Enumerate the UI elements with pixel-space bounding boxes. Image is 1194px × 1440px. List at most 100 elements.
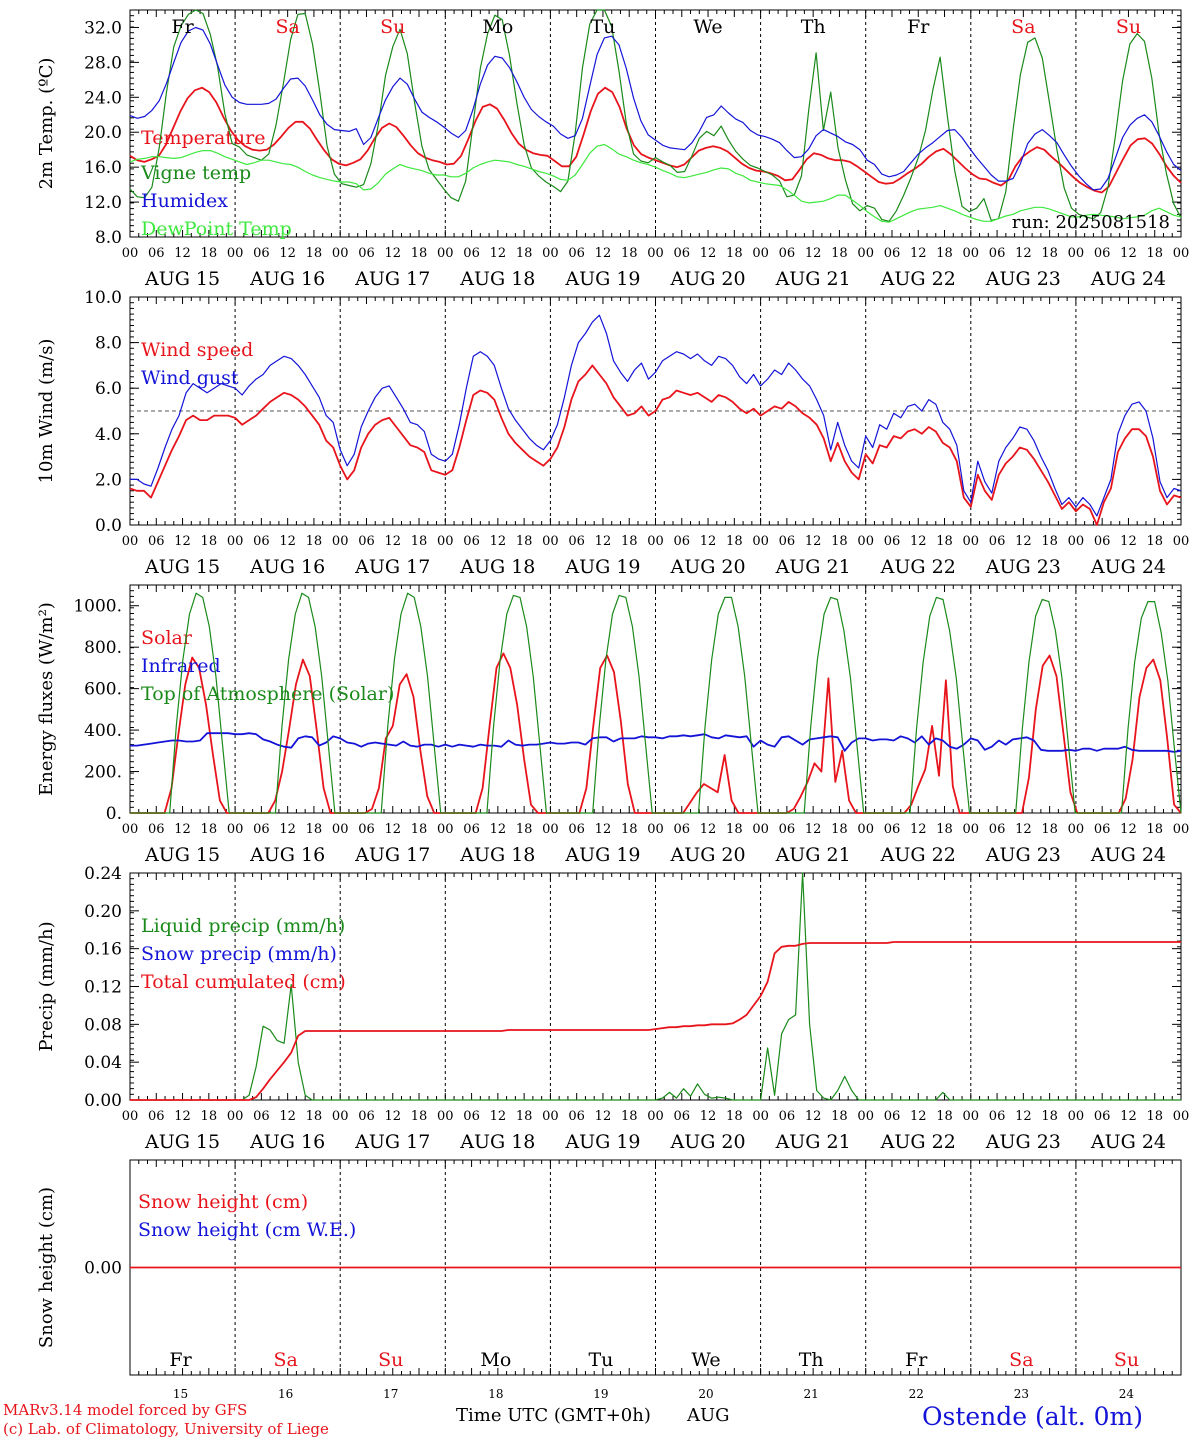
- hour-label: 12: [805, 822, 822, 837]
- hour-label: 18: [201, 246, 218, 261]
- date-label: AUG 19: [564, 556, 640, 578]
- hour-label: 12: [174, 822, 191, 837]
- date-label: AUG 16: [249, 268, 325, 290]
- legend-total-cumulated-cm-: Total cumulated (cm): [141, 971, 346, 993]
- date-label: AUG 17: [354, 556, 430, 578]
- y-tick-label: 20.0: [84, 123, 122, 143]
- hour-label: 12: [1015, 246, 1032, 261]
- hour-label: 12: [1015, 822, 1032, 837]
- hour-label: 12: [805, 1109, 822, 1124]
- legend-solar: Solar: [141, 627, 193, 649]
- y-tick-label: 0.00: [84, 1091, 122, 1111]
- legend-top-of-atmosphere-solar-: Top of Atmosphere (Solar): [141, 683, 394, 705]
- hour-label: 12: [384, 246, 401, 261]
- hour-label: 06: [148, 822, 165, 837]
- y-tick-label: 0.24: [84, 864, 122, 884]
- y-tick-label: 8.0: [95, 228, 122, 248]
- hour-label: 00: [437, 534, 454, 549]
- hour-label: 12: [595, 246, 612, 261]
- hour-label: 06: [989, 246, 1006, 261]
- hour-label: 18: [726, 246, 743, 261]
- date-label: AUG 24: [1090, 1131, 1166, 1153]
- hour-label: 12: [1120, 822, 1137, 837]
- day-number: 15: [173, 1387, 188, 1401]
- hour-label: 12: [279, 246, 296, 261]
- hour-label: 06: [674, 534, 691, 549]
- hour-label: 06: [253, 246, 270, 261]
- hour-label: 00: [647, 534, 664, 549]
- hour-label: 06: [253, 534, 270, 549]
- hour-label: 06: [568, 534, 585, 549]
- panel-3: 1000. 800. 600. 400. 200. 0. Energy fluxes (W/…: [36, 584, 1190, 866]
- hour-label: 00: [1173, 246, 1190, 261]
- hour-label: 18: [726, 822, 743, 837]
- date-label: AUG 16: [249, 556, 325, 578]
- hour-label: 12: [490, 1109, 507, 1124]
- hour-label: 18: [516, 246, 533, 261]
- day-abbr-top: We: [693, 16, 722, 38]
- legend-wind-gust: Wind gust: [141, 367, 239, 389]
- hour-label: 00: [1173, 1109, 1190, 1124]
- hour-label: 18: [726, 534, 743, 549]
- hour-label: 06: [1094, 534, 1111, 549]
- hour-label: 18: [936, 246, 953, 261]
- hour-label: 06: [884, 822, 901, 837]
- date-label: AUG 15: [144, 268, 220, 290]
- model-credit: MARv3.14 model forced by GFS: [3, 1401, 248, 1419]
- hour-label: 00: [647, 1109, 664, 1124]
- date-label: AUG 18: [459, 844, 535, 866]
- hour-label: 00: [963, 1109, 980, 1124]
- date-label: AUG 19: [564, 268, 640, 290]
- hour-label: 18: [831, 1109, 848, 1124]
- hour-label: 00: [752, 822, 769, 837]
- date-label: AUG 17: [354, 1131, 430, 1153]
- hour-label: 12: [1015, 1109, 1032, 1124]
- date-label: AUG 21: [775, 556, 851, 578]
- day-abbr-top: Sa: [275, 16, 299, 38]
- hour-label: 00: [122, 246, 139, 261]
- hour-label: 00: [1173, 822, 1190, 837]
- hour-label: 12: [1120, 534, 1137, 549]
- hour-label: 06: [358, 534, 375, 549]
- hour-label: 18: [1146, 534, 1163, 549]
- date-label: AUG 23: [985, 556, 1061, 578]
- hour-label: 06: [884, 246, 901, 261]
- hour-label: 00: [963, 822, 980, 837]
- hour-label: 18: [621, 822, 638, 837]
- hour-label: 06: [253, 822, 270, 837]
- hour-label: 12: [700, 246, 717, 261]
- hour-label: 00: [332, 822, 349, 837]
- hour-label: 06: [779, 822, 796, 837]
- hour-label: 12: [700, 1109, 717, 1124]
- day-number: 23: [1014, 1387, 1029, 1401]
- hour-label: 06: [779, 534, 796, 549]
- hour-label: 18: [1041, 822, 1058, 837]
- date-label: AUG 16: [249, 1131, 325, 1153]
- y-axis-label: Precip (mm/h): [36, 921, 57, 1051]
- hour-label: 06: [463, 246, 480, 261]
- hour-label: 18: [831, 534, 848, 549]
- hour-label: 06: [779, 1109, 796, 1124]
- panel-1: 32.0 28.0 24.0 20.0 16.0 12.0 8.0 2m Temp. (ºC)…: [36, 9, 1190, 290]
- hour-label: 00: [857, 534, 874, 549]
- day-number: 19: [593, 1387, 608, 1401]
- hour-label: 18: [831, 246, 848, 261]
- hour-label: 18: [936, 822, 953, 837]
- hour-label: 12: [490, 534, 507, 549]
- hour-label: 18: [1041, 534, 1058, 549]
- hour-label: 00: [963, 246, 980, 261]
- y-tick-label: 8.0: [95, 334, 122, 354]
- hour-label: 00: [857, 1109, 874, 1124]
- hour-label: 12: [174, 1109, 191, 1124]
- hour-label: 06: [148, 246, 165, 261]
- hour-label: 00: [437, 1109, 454, 1124]
- hour-label: 12: [595, 1109, 612, 1124]
- date-label: AUG 23: [985, 1131, 1061, 1153]
- day-abbr-top: Su: [380, 16, 405, 38]
- y-tick-label: 400.: [84, 721, 122, 741]
- hour-label: 12: [1015, 534, 1032, 549]
- hour-label: 06: [674, 822, 691, 837]
- y-tick-label: 1000.: [73, 597, 122, 617]
- hour-label: 18: [831, 822, 848, 837]
- y-tick-label: 6.0: [95, 379, 122, 399]
